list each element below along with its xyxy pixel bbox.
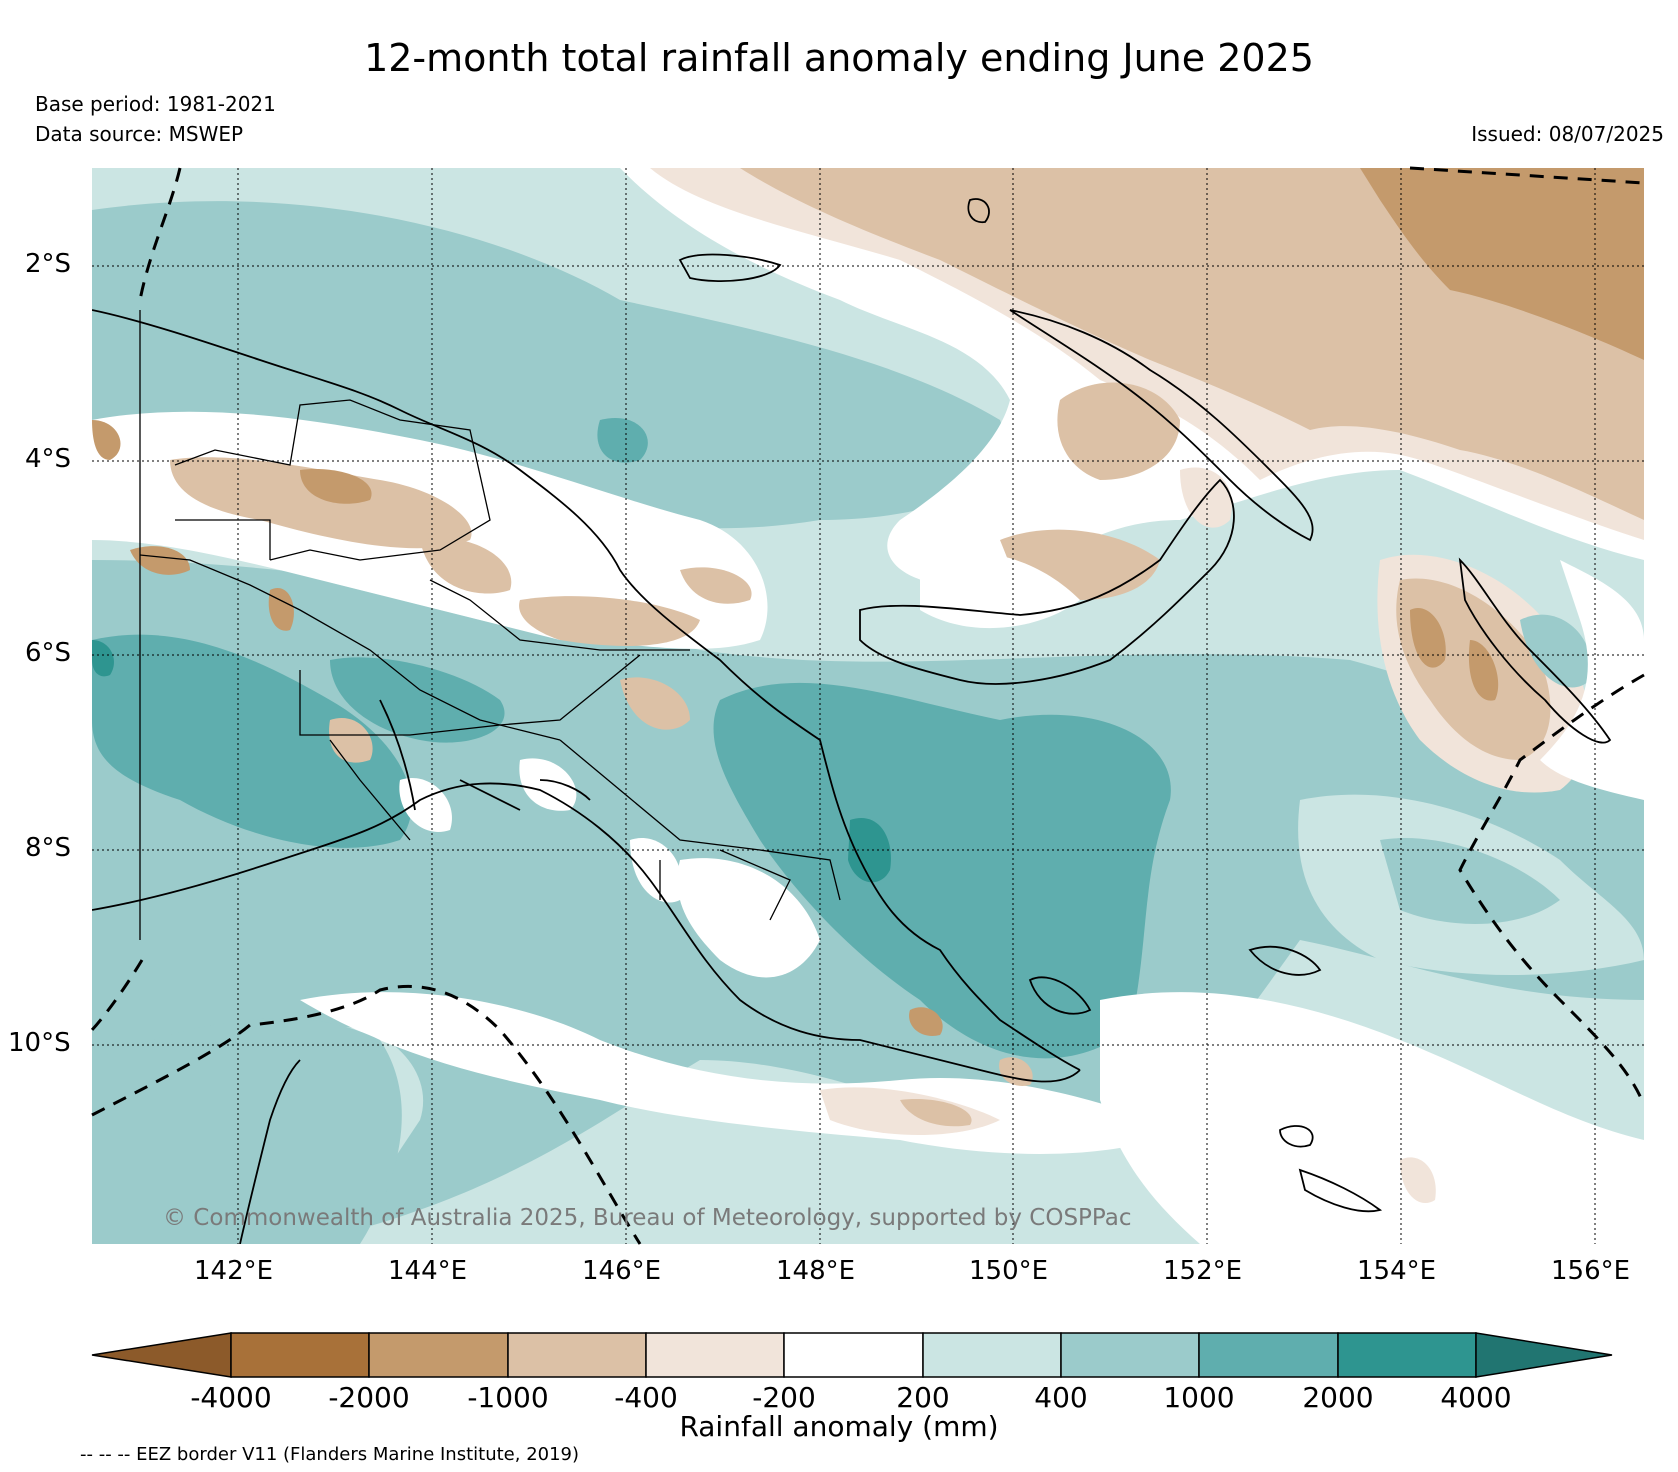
map-panel xyxy=(92,168,1644,1244)
lat-label-8s: 8°S xyxy=(25,833,72,863)
colorbar-tick: -1000 xyxy=(467,1381,549,1414)
lon-label-144e: 144°E xyxy=(388,1256,468,1286)
data-source-label: Data source: MSWEP xyxy=(35,122,244,146)
lon-label-150e: 150°E xyxy=(969,1256,1049,1286)
lon-label-156e: 156°E xyxy=(1551,1256,1631,1286)
lon-label-154e: 154°E xyxy=(1357,1256,1437,1286)
issued-date-label: Issued: 08/07/2025 xyxy=(1471,122,1664,146)
base-period-label: Base period: 1981-2021 xyxy=(35,92,276,116)
lat-label-2s: 2°S xyxy=(25,249,72,279)
colorbar-extend-low xyxy=(91,1332,232,1378)
colorbar-title: Rainfall anomaly (mm) xyxy=(679,1410,999,1443)
eez-footnote: -- -- -- EEZ border V11 (Flanders Marine… xyxy=(80,1444,580,1465)
colorbar-tick: 2000 xyxy=(1302,1381,1374,1414)
colorbar-tick: -2000 xyxy=(328,1381,410,1414)
lon-label-142e: 142°E xyxy=(194,1256,274,1286)
borders xyxy=(139,310,841,940)
lon-label-146e: 146°E xyxy=(582,1256,662,1286)
colorbar xyxy=(91,1332,1613,1378)
colorbar-tick: 400 xyxy=(1034,1381,1088,1414)
colorbar-tick: -400 xyxy=(614,1381,678,1414)
colorbar-tick: 1000 xyxy=(1163,1381,1235,1414)
coastlines xyxy=(92,198,1612,1244)
copyright-watermark: © Commonwealth of Australia 2025, Bureau… xyxy=(163,1205,1132,1231)
colorbar-tick: 4000 xyxy=(1440,1381,1512,1414)
colorbar-tick: -200 xyxy=(752,1381,816,1414)
colorbar-tick: 200 xyxy=(896,1381,950,1414)
lat-label-6s: 6°S xyxy=(25,638,72,668)
eez-borders xyxy=(90,166,1646,1245)
lat-label-4s: 4°S xyxy=(25,444,72,474)
map-title: 12-month total rainfall anomaly ending J… xyxy=(364,36,1314,80)
graticule xyxy=(92,168,1644,1244)
colorbar-tick: -4000 xyxy=(190,1381,272,1414)
lon-label-148e: 148°E xyxy=(776,1256,856,1286)
lon-label-152e: 152°E xyxy=(1163,1256,1243,1286)
colorbar-extend-high xyxy=(1475,1332,1613,1378)
lat-label-10s: 10°S xyxy=(8,1028,71,1058)
